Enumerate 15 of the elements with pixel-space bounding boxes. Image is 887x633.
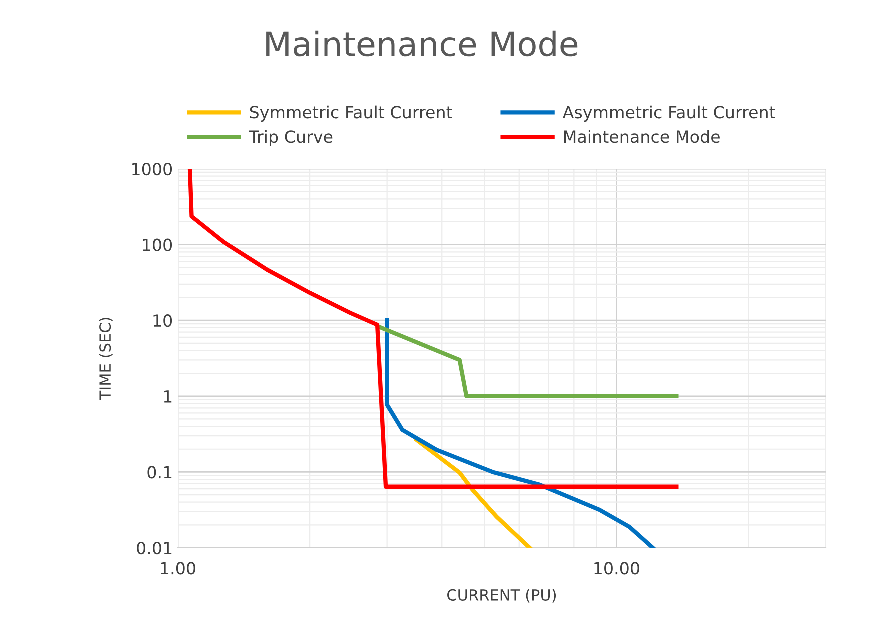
legend-label: Symmetric Fault Current (250, 106, 452, 122)
legend-label: Trip Curve (249, 130, 333, 146)
y-axis-title: TIME (SEC) (99, 318, 113, 400)
x-tick-label: 10.00 (594, 562, 640, 575)
y-tick-label: 1000 (132, 162, 172, 176)
y-tick-label: 0.1 (148, 466, 172, 479)
y-tick-label: 0.01 (137, 542, 172, 555)
y-tick-label: 100 (143, 238, 172, 252)
chart-title: Maintenance Mode (266, 30, 578, 57)
legend-label: Asymmetric Fault Current (562, 106, 776, 122)
x-tick-label: 1.00 (161, 562, 196, 575)
x-axis-title: CURRENT (PU) (448, 589, 556, 603)
y-tick-label: 10 (154, 314, 172, 328)
legend-label: Maintenance Mode (564, 130, 720, 144)
y-tick-label: 1 (164, 390, 172, 403)
